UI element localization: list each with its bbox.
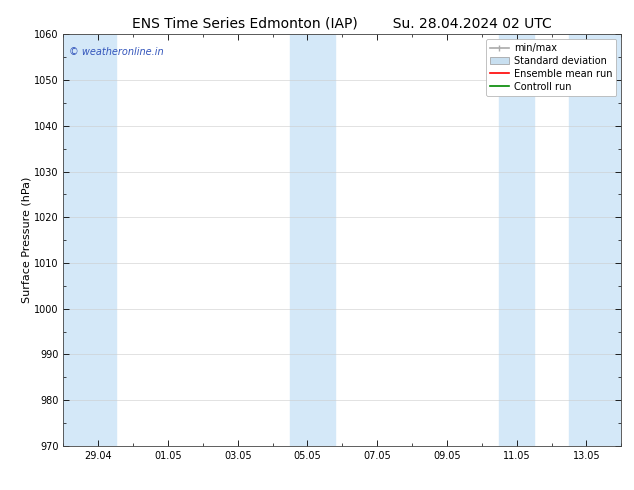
- Bar: [500, 34, 534, 446]
- Title: ENS Time Series Edmonton (IAP)        Su. 28.04.2024 02 UTC: ENS Time Series Edmonton (IAP) Su. 28.04…: [133, 16, 552, 30]
- Bar: [290, 34, 335, 446]
- Text: © weatheronline.in: © weatheronline.in: [69, 47, 164, 57]
- Bar: [63, 34, 115, 446]
- Legend: min/max, Standard deviation, Ensemble mean run, Controll run: min/max, Standard deviation, Ensemble me…: [486, 39, 616, 96]
- Bar: [569, 34, 621, 446]
- Y-axis label: Surface Pressure (hPa): Surface Pressure (hPa): [21, 177, 31, 303]
